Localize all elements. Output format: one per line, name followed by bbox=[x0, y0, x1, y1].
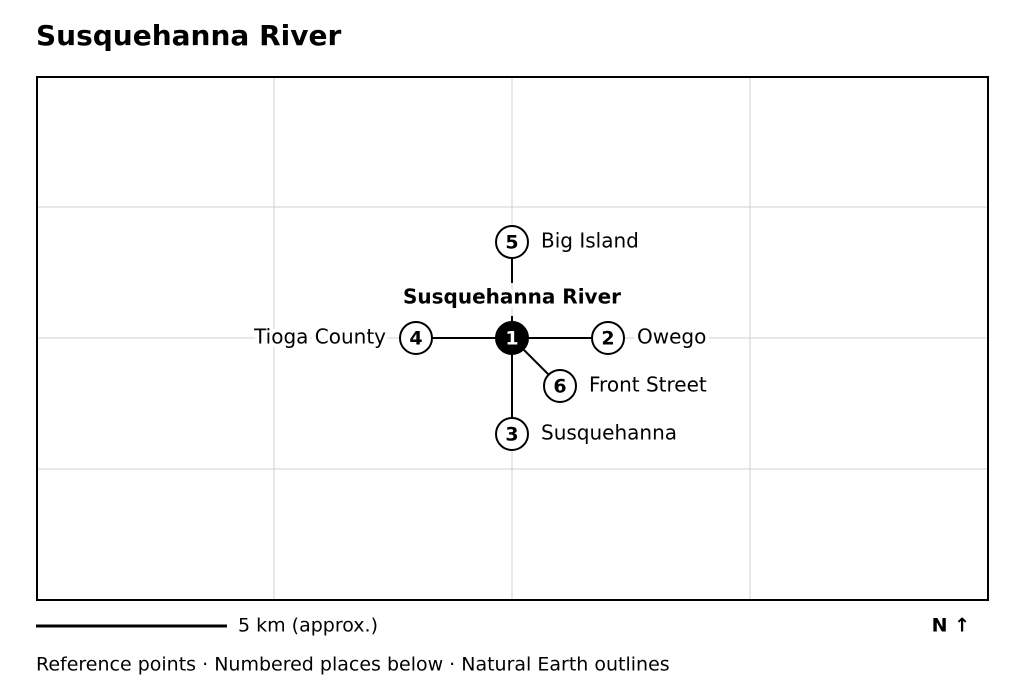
node-number: 3 bbox=[505, 424, 518, 446]
map-border bbox=[36, 76, 989, 601]
node: 2 Owego bbox=[591, 321, 710, 355]
node-marker bbox=[495, 321, 529, 355]
node-number: 1 bbox=[505, 328, 518, 350]
node-label: Tioga County bbox=[253, 325, 386, 349]
node-number: 5 bbox=[505, 232, 518, 254]
node-number: 2 bbox=[601, 328, 614, 350]
node-label: Big Island bbox=[541, 229, 639, 253]
node-number: 6 bbox=[553, 376, 566, 398]
node: 5 Big Island bbox=[495, 225, 643, 259]
node-label: Susquehanna bbox=[541, 421, 677, 445]
scale-label: 5 km (approx.) bbox=[238, 615, 378, 637]
node-label: Owego bbox=[637, 325, 706, 349]
node-marker bbox=[495, 225, 529, 259]
map-frame: Susquehanna River 1 2 Owego 3 Susquehann… bbox=[36, 76, 989, 601]
node-marker bbox=[591, 321, 625, 355]
node-number: 4 bbox=[409, 328, 422, 350]
node: 4 Tioga County bbox=[249, 321, 433, 355]
footer: Reference points · Numbered places below… bbox=[36, 654, 670, 676]
node: 1 bbox=[495, 321, 529, 355]
title: Susquehanna River bbox=[36, 19, 341, 52]
node-marker bbox=[399, 321, 433, 355]
node: 6 Front Street bbox=[543, 369, 711, 403]
node-marker bbox=[543, 369, 577, 403]
node: 3 Susquehanna bbox=[495, 417, 681, 451]
north-arrow: N ↑ bbox=[932, 615, 970, 637]
center-label: Susquehanna River bbox=[403, 285, 621, 309]
node-marker bbox=[495, 417, 529, 451]
node-label: Front Street bbox=[589, 373, 707, 397]
